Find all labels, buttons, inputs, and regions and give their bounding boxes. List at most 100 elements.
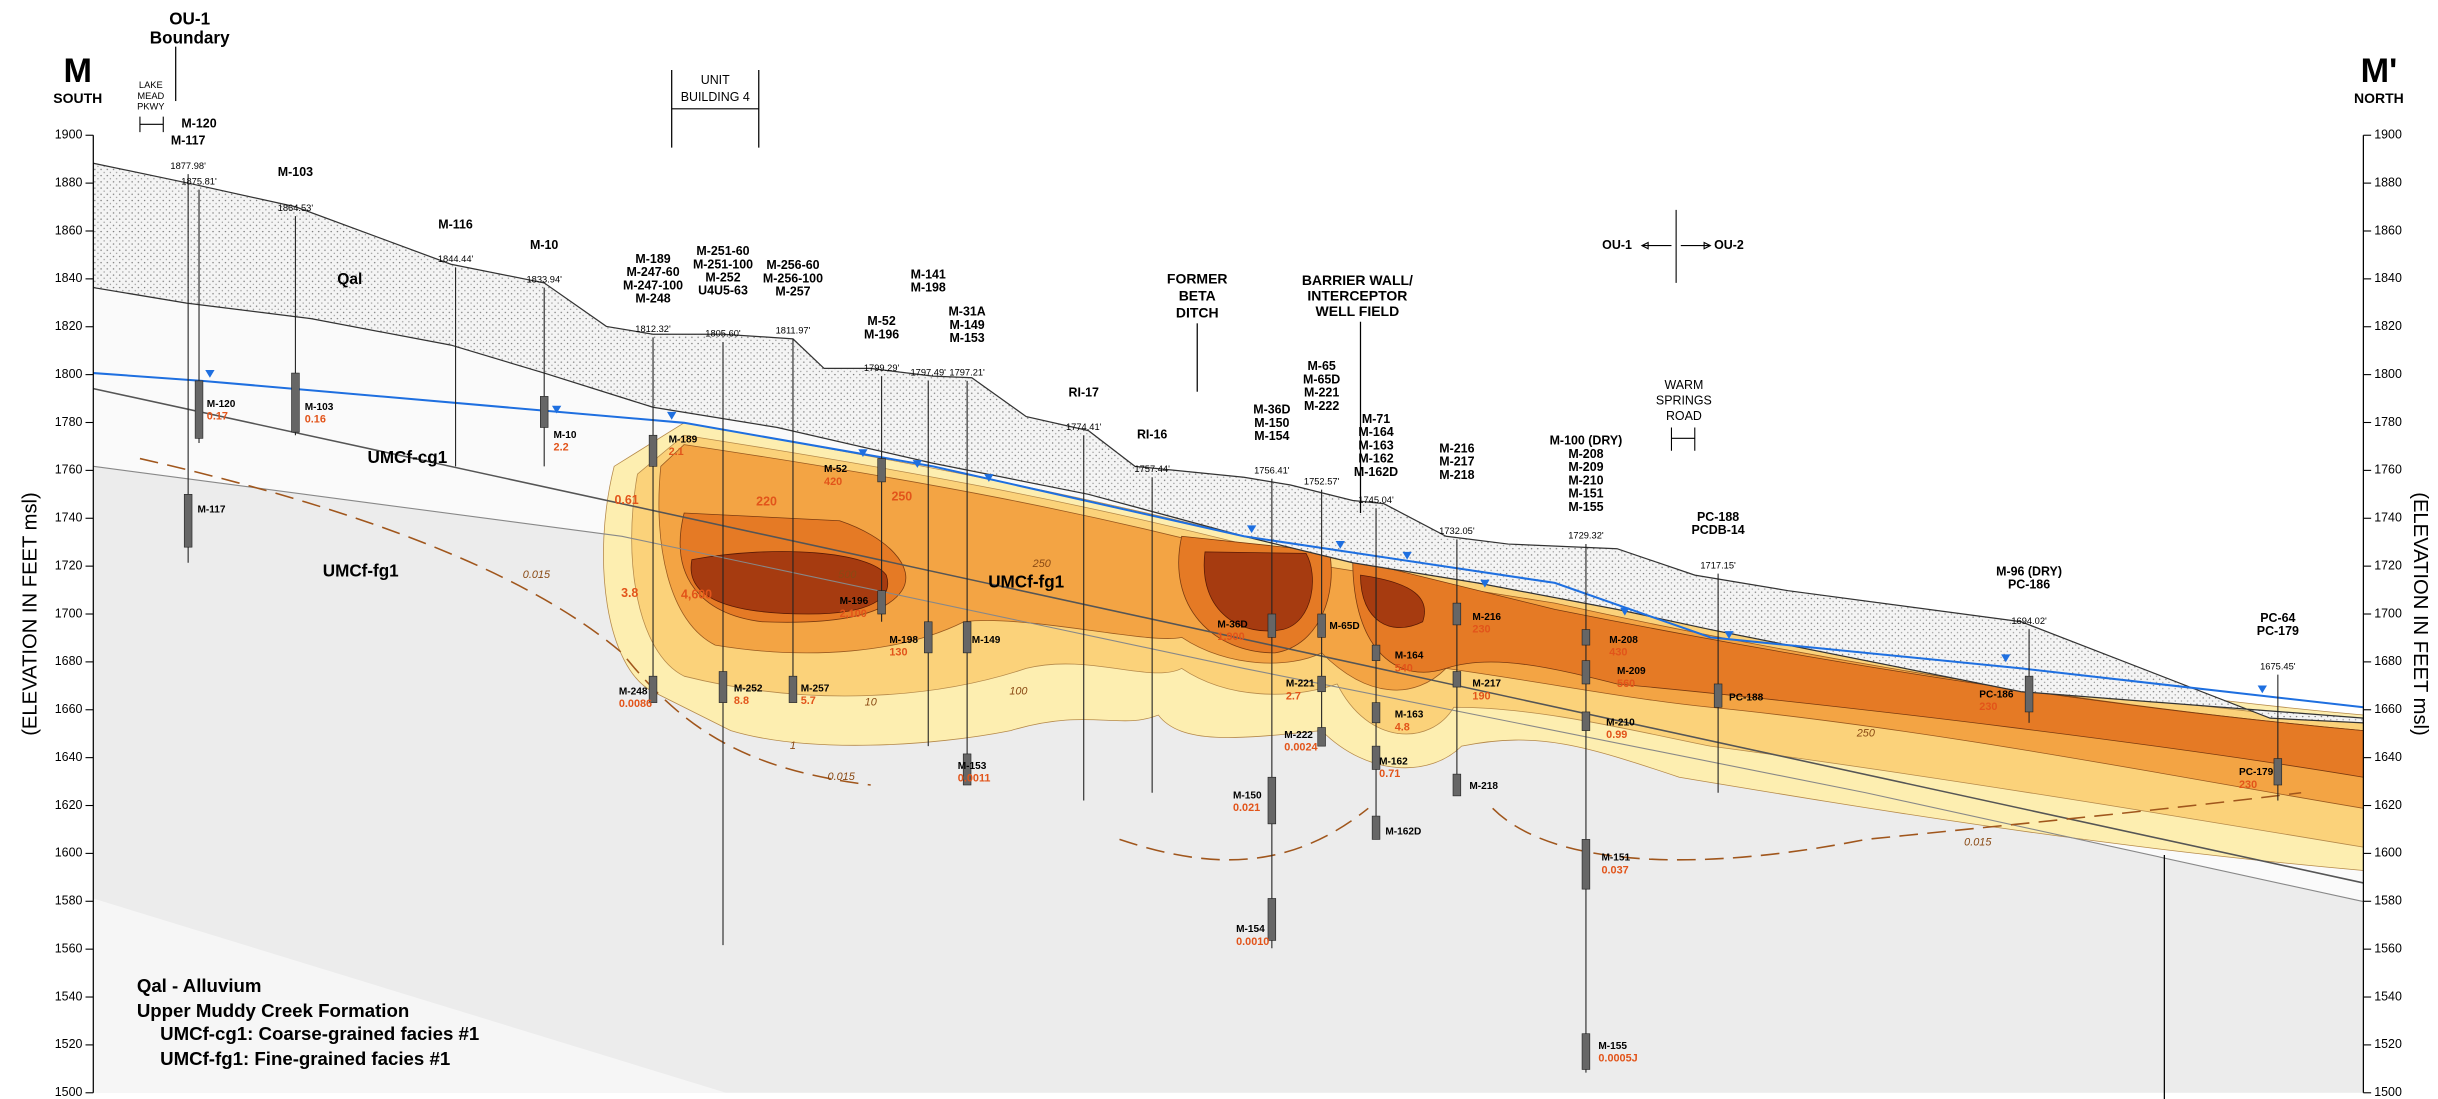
ground-elevation: 1811.97' bbox=[776, 326, 811, 336]
water-level bbox=[1620, 607, 1630, 616]
water-table bbox=[93, 372, 2364, 709]
ground-elevation: 1675.45' bbox=[2260, 661, 2296, 671]
sample-value: 0.0011 bbox=[958, 773, 991, 785]
sample-label: M-154 bbox=[1236, 924, 1265, 935]
well-name: M-149 bbox=[950, 318, 985, 332]
well-name: M-162D bbox=[1354, 465, 1398, 479]
well-name: RI-16 bbox=[1137, 428, 1167, 442]
tick-label: 1760 bbox=[55, 463, 83, 477]
concentration-label: 4,600 bbox=[681, 588, 712, 602]
annotation: PKWY bbox=[137, 102, 164, 112]
tick-label: 1860 bbox=[2374, 223, 2402, 237]
legend-item: Qal - Alluvium bbox=[137, 975, 262, 996]
water-level bbox=[858, 449, 868, 458]
water-level bbox=[1724, 631, 1734, 639]
well-screen bbox=[1452, 602, 1462, 626]
tick-label: 1500 bbox=[2374, 1085, 2402, 1099]
annotation: WELL FIELD bbox=[1316, 303, 1400, 319]
contour-label: 250 bbox=[1856, 728, 1875, 740]
annotation: SPRINGS bbox=[1656, 393, 1712, 407]
ou-divider bbox=[1640, 209, 1712, 283]
tick-label: 1620 bbox=[55, 798, 83, 812]
well-name: M-209 bbox=[1568, 460, 1603, 474]
sample-label: PC-179 bbox=[2239, 767, 2274, 778]
sample-label: M-52 bbox=[824, 464, 847, 475]
annotation: BUILDING 4 bbox=[681, 90, 750, 104]
contour-label: 0.015 bbox=[828, 771, 856, 783]
tick-label: 1620 bbox=[2374, 798, 2402, 812]
tick-label: 1720 bbox=[55, 558, 83, 572]
well-name: M-247-100 bbox=[623, 278, 683, 292]
contour-label: 10 bbox=[865, 696, 877, 708]
well-screen bbox=[1267, 898, 1277, 941]
sample-label: M-149 bbox=[972, 635, 1001, 646]
sample-value: 0.0086 bbox=[619, 698, 652, 710]
sample-value: 190 bbox=[1472, 690, 1490, 702]
water-level bbox=[1246, 525, 1257, 534]
annotation: OU-1 bbox=[169, 10, 210, 29]
contour-0015 bbox=[139, 457, 2302, 861]
ground-elevation: 1799.29' bbox=[864, 363, 900, 373]
water-level bbox=[912, 460, 923, 468]
tick-label: 1660 bbox=[2374, 702, 2402, 716]
well-screen bbox=[962, 753, 972, 786]
tick-label: 1640 bbox=[55, 750, 83, 764]
sample-value: 2.7 bbox=[1286, 690, 1301, 702]
annotation: LAKE bbox=[139, 80, 163, 90]
tick-label: 1680 bbox=[55, 654, 83, 668]
contour-label: 0.015 bbox=[1964, 836, 1992, 848]
tick-label: 1600 bbox=[2374, 846, 2402, 860]
well-name: M-155 bbox=[1568, 500, 1603, 514]
well-name: M-252 bbox=[705, 271, 740, 285]
legend-item: Upper Muddy Creek Formation bbox=[137, 1000, 409, 1021]
annotation: Boundary bbox=[150, 28, 230, 47]
well-name: PCDB-14 bbox=[1692, 523, 1745, 537]
well-screen bbox=[1452, 671, 1462, 688]
annotation: OU-1 bbox=[1602, 238, 1632, 252]
annotation: OU-2 bbox=[1714, 238, 1744, 252]
water-level bbox=[2001, 654, 2011, 663]
ground-elevation: 1864.53' bbox=[278, 203, 314, 213]
sample-value: 0.0024 bbox=[1284, 742, 1317, 754]
well-name: M-65D bbox=[1303, 372, 1340, 386]
sample-value: 0.0005J bbox=[1598, 1052, 1637, 1064]
sample-value: 0.021 bbox=[1233, 802, 1260, 814]
sample-value: 0.71 bbox=[1379, 768, 1400, 780]
sample-value: 230 bbox=[2239, 779, 2257, 791]
well-name: M-31A bbox=[948, 305, 985, 319]
contour-label: 100 bbox=[1009, 686, 1027, 698]
tick-label: 1820 bbox=[55, 319, 83, 333]
tick-label: 1860 bbox=[55, 223, 83, 237]
well-screen bbox=[1371, 815, 1381, 840]
sample-label: M-257 bbox=[801, 683, 830, 694]
tick-label: 1660 bbox=[55, 702, 83, 716]
well-screen bbox=[1581, 660, 1591, 685]
tick-label: 1520 bbox=[55, 1037, 83, 1051]
well-screen bbox=[962, 621, 972, 654]
ground-elevation: 1745.04' bbox=[1358, 495, 1394, 505]
sample-value: 5.7 bbox=[801, 695, 816, 707]
tick-label: 1820 bbox=[2374, 319, 2402, 333]
sample-value: 2.1 bbox=[669, 446, 684, 458]
annotation: INTERCEPTOR bbox=[1307, 288, 1407, 304]
sample-label: M-164 bbox=[1395, 651, 1424, 662]
ground-elevation: 1875.81' bbox=[181, 176, 217, 186]
sample-value: 0.16 bbox=[305, 414, 326, 426]
well-name: M-162 bbox=[1358, 452, 1393, 466]
concentration-label: 220 bbox=[756, 494, 777, 508]
well-screen bbox=[788, 675, 798, 703]
sample-label: M-198 bbox=[889, 635, 918, 646]
sample-label: M-117 bbox=[197, 505, 225, 516]
well-screen bbox=[718, 671, 728, 703]
well-name: PC-188 bbox=[1697, 510, 1739, 524]
annotation: ROAD bbox=[1666, 409, 1702, 423]
well-screen bbox=[1267, 776, 1277, 825]
sample-label: M-36D bbox=[1217, 620, 1247, 631]
water-level bbox=[205, 369, 215, 378]
well-name: M-217 bbox=[1439, 455, 1474, 469]
well-name: M-210 bbox=[1568, 473, 1603, 487]
well-name: M-218 bbox=[1439, 468, 1474, 482]
tick-label: 1760 bbox=[2374, 463, 2402, 477]
well-screen bbox=[539, 396, 549, 428]
well-screen bbox=[1371, 745, 1381, 770]
